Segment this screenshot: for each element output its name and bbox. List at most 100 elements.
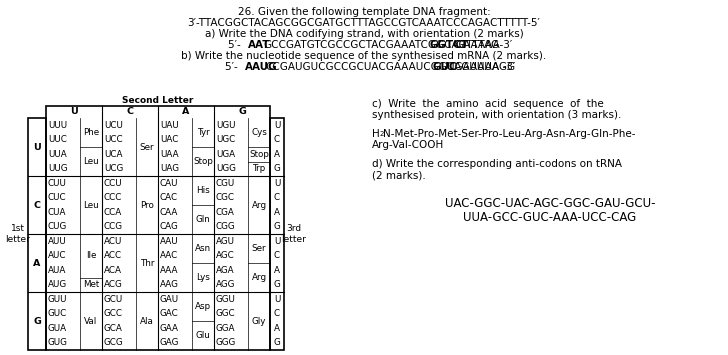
- Text: UUU: UUU: [48, 121, 67, 130]
- Text: CGC: CGC: [216, 193, 235, 202]
- Text: His: His: [196, 186, 210, 195]
- Text: UGU: UGU: [216, 121, 235, 130]
- Text: GCA: GCA: [104, 324, 123, 333]
- Text: AAT: AAT: [248, 40, 270, 50]
- Text: UAA: UAA: [160, 150, 178, 159]
- Text: Gly: Gly: [252, 317, 266, 326]
- Text: CUA: CUA: [48, 208, 66, 217]
- Text: U: U: [33, 142, 41, 152]
- Text: UUC: UUC: [48, 135, 67, 144]
- Text: GUG: GUG: [48, 338, 68, 347]
- Text: H: H: [372, 129, 380, 139]
- Text: Arg: Arg: [251, 273, 266, 282]
- Text: GGG: GGG: [216, 338, 237, 347]
- Text: GAU: GAU: [160, 295, 179, 304]
- Text: GAAAAA-3′: GAAAAA-3′: [455, 40, 513, 50]
- Text: GUA: GUA: [48, 324, 67, 333]
- Text: GCG: GCG: [104, 338, 124, 347]
- Text: CCA: CCA: [104, 208, 122, 217]
- Text: GCC: GCC: [104, 309, 123, 318]
- Text: AUG: AUG: [48, 280, 67, 289]
- Text: G: G: [33, 317, 41, 326]
- Text: Arg: Arg: [251, 201, 266, 209]
- Text: UAC: UAC: [160, 135, 178, 144]
- Text: ACG: ACG: [104, 280, 123, 289]
- Text: Stop: Stop: [193, 157, 213, 166]
- Text: GUU: GUU: [48, 295, 68, 304]
- Text: UGG: UGG: [216, 164, 236, 173]
- Text: Leu: Leu: [83, 157, 99, 166]
- Text: AAG: AAG: [160, 280, 179, 289]
- Text: 5′-: 5′-: [228, 40, 244, 50]
- Text: G: G: [274, 338, 280, 347]
- Text: C: C: [274, 309, 280, 318]
- Text: CUU: CUU: [48, 179, 67, 188]
- Text: GGA: GGA: [216, 324, 235, 333]
- Bar: [46, 106, 270, 350]
- Text: U: U: [274, 121, 280, 130]
- Text: C: C: [274, 135, 280, 144]
- Text: d) Write the corresponding anti-codons on tRNA: d) Write the corresponding anti-codons o…: [372, 159, 622, 169]
- Text: Pro: Pro: [140, 201, 154, 209]
- Text: 3′-TTACGGCTACAGCGGCGATGCTTTAGCCGTCAAATCCCAGACTTTTT-5′: 3′-TTACGGCTACAGCGGCGATGCTTTAGCCGTCAAATCC…: [188, 18, 540, 28]
- Text: CAC: CAC: [160, 193, 178, 202]
- Text: C: C: [274, 251, 280, 260]
- Text: ACC: ACC: [104, 251, 122, 260]
- Text: GAC: GAC: [160, 309, 179, 318]
- Text: C: C: [127, 108, 133, 116]
- Text: UUG: UUG: [48, 164, 68, 173]
- Text: Lys: Lys: [196, 273, 210, 282]
- Text: UUA: UUA: [48, 150, 67, 159]
- Text: GCCGATGTCGCCGCTACGAAATCGGCAGTTTAG: GCCGATGTCGCCGCTACGAAATCGGCAGTTTAG: [263, 40, 499, 50]
- Text: UAU: UAU: [160, 121, 179, 130]
- Text: CUG: CUG: [48, 222, 67, 231]
- Text: GGU: GGU: [216, 295, 236, 304]
- Text: Leu: Leu: [83, 201, 99, 209]
- Text: Phe: Phe: [83, 128, 99, 137]
- Text: c)  Write  the  amino  acid  sequence  of  the: c) Write the amino acid sequence of the: [372, 99, 604, 109]
- Text: AUA: AUA: [48, 266, 66, 275]
- Text: Cys: Cys: [251, 128, 267, 137]
- Text: Second Letter: Second Letter: [122, 96, 194, 105]
- Text: 2: 2: [379, 131, 384, 137]
- Text: CCG: CCG: [104, 222, 123, 231]
- Text: 3rd
letter: 3rd letter: [282, 224, 306, 244]
- Text: A: A: [274, 208, 280, 217]
- Text: GAG: GAG: [160, 338, 179, 347]
- Text: AUU: AUU: [48, 237, 67, 246]
- Text: UUA-GCC-GUC-AAA-UCC-CAG: UUA-GCC-GUC-AAA-UCC-CAG: [464, 211, 636, 224]
- Text: AUC: AUC: [48, 251, 66, 260]
- Text: CCC: CCC: [104, 193, 122, 202]
- Text: UGA: UGA: [216, 150, 235, 159]
- Text: U: U: [274, 179, 280, 188]
- Text: UAG: UAG: [160, 164, 179, 173]
- Text: CGU: CGU: [216, 179, 235, 188]
- Text: Ala: Ala: [140, 317, 154, 326]
- Text: UCG: UCG: [104, 164, 123, 173]
- Text: AAU: AAU: [160, 237, 178, 246]
- Text: UAC-GGC-UAC-AGC-GGC-GAU-GCU-: UAC-GGC-UAC-AGC-GGC-GAU-GCU-: [445, 197, 655, 210]
- Text: AGU: AGU: [216, 237, 235, 246]
- Text: AGC: AGC: [216, 251, 234, 260]
- Text: 1st
letter: 1st letter: [6, 224, 31, 244]
- Text: Ser: Ser: [140, 142, 154, 152]
- Text: AGA: AGA: [216, 266, 234, 275]
- Text: N-Met-Pro-Met-Ser-Pro-Leu-Arg-Asn-Arg-Gln-Phe-: N-Met-Pro-Met-Ser-Pro-Leu-Arg-Asn-Arg-Gl…: [384, 129, 636, 139]
- Text: C: C: [33, 201, 41, 209]
- Text: CAU: CAU: [160, 179, 178, 188]
- Text: U: U: [274, 295, 280, 304]
- Text: UGC: UGC: [216, 135, 235, 144]
- Text: Stop: Stop: [249, 150, 269, 159]
- Text: (2 marks).: (2 marks).: [372, 170, 426, 180]
- Text: Val: Val: [84, 317, 98, 326]
- Text: CCGAUGUCGCCGCUACGAAAUCGGCAGUUUAGG: CCGAUGUCGCCGCUACGAAAUCGGCAGUUUAGG: [266, 62, 515, 72]
- Text: GAA: GAA: [160, 324, 179, 333]
- Text: UCU: UCU: [104, 121, 123, 130]
- Text: ACU: ACU: [104, 237, 122, 246]
- Text: GCU: GCU: [104, 295, 123, 304]
- Text: A: A: [182, 108, 190, 116]
- Text: GGTCT: GGTCT: [430, 40, 469, 50]
- Text: G: G: [274, 164, 280, 173]
- Text: A: A: [274, 266, 280, 275]
- Bar: [28, 118, 46, 350]
